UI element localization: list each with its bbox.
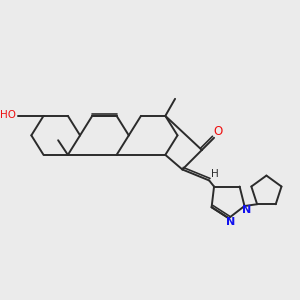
Text: N: N [242, 205, 251, 215]
Text: H: H [212, 169, 219, 179]
Text: HO: HO [0, 110, 16, 120]
Text: O: O [213, 125, 222, 138]
Text: N: N [226, 217, 236, 227]
